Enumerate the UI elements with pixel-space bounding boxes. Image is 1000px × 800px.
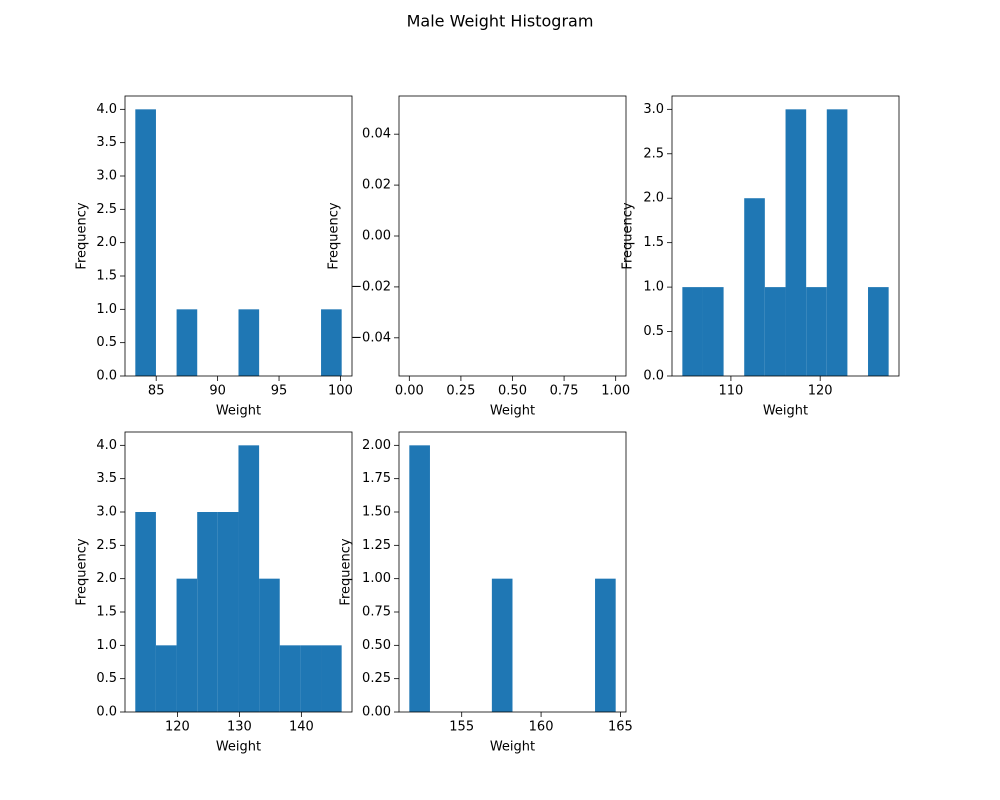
histogram-bar: [321, 309, 342, 376]
y-tick-label: 0.04: [362, 127, 391, 142]
histogram-bar: [826, 109, 848, 376]
histogram-bar: [744, 198, 765, 376]
y-tick-label: 1.25: [362, 538, 391, 553]
y-tick-label: −0.04: [351, 330, 391, 345]
y-tick-label: 1.75: [362, 471, 391, 486]
y-tick-label: 3.5: [96, 135, 117, 150]
histogram-bar: [135, 109, 156, 376]
y-tick-label: 3.0: [96, 169, 117, 184]
y-tick-label: 0.00: [362, 705, 391, 720]
x-tick-label: 165: [608, 720, 633, 735]
y-tick-label: −0.02: [351, 279, 391, 294]
histogram-bar: [764, 287, 786, 376]
y-tick-label: 0.0: [96, 369, 117, 384]
histogram-bar: [300, 645, 322, 712]
y-tick-label: 0.5: [96, 671, 117, 686]
y-tick-label: 2.5: [96, 202, 117, 217]
x-axis-label: Weight: [490, 740, 535, 755]
x-tick-label: 130: [227, 720, 252, 735]
y-tick-label: 3.0: [643, 102, 664, 117]
y-tick-label: 0.0: [643, 369, 664, 384]
y-tick-label: 1.00: [362, 571, 391, 586]
histogram-bar: [197, 512, 218, 712]
y-tick-label: 1.5: [96, 269, 117, 284]
histogram-bar: [135, 512, 156, 712]
histogram-bar: [806, 287, 827, 376]
x-tick-label: 140: [289, 720, 314, 735]
y-tick-label: 0.0: [96, 705, 117, 720]
x-axis-label: Weight: [490, 404, 535, 419]
y-tick-label: 3.5: [96, 471, 117, 486]
histogram-bar: [321, 645, 342, 712]
y-tick-label: 1.0: [96, 638, 117, 653]
x-tick-label: 90: [209, 384, 226, 399]
x-tick-label: 95: [271, 384, 288, 399]
y-tick-label: 4.0: [96, 102, 117, 117]
histogram-bar: [238, 309, 260, 376]
histogram-bar: [702, 287, 724, 376]
y-tick-label: 0.50: [362, 638, 391, 653]
y-tick-label: 2.0: [96, 571, 117, 586]
y-tick-label: 4.0: [96, 438, 117, 453]
histogram-bar: [868, 287, 889, 376]
histogram-bar: [259, 578, 280, 712]
x-tick-label: 155: [449, 720, 474, 735]
y-tick-label: 1.5: [96, 605, 117, 620]
axes-frame: [124, 95, 353, 377]
x-axis-label: Weight: [763, 404, 808, 419]
y-tick-label: 1.0: [96, 302, 117, 317]
x-tick-label: 0.50: [498, 384, 527, 399]
axes-frame: [124, 431, 353, 713]
x-tick-label: 85: [148, 384, 165, 399]
x-tick-label: 110: [719, 384, 744, 399]
axes-frame: [398, 431, 627, 713]
histogram-bar: [238, 445, 260, 712]
y-tick-label: 0.75: [362, 605, 391, 620]
histogram-bar: [595, 578, 616, 712]
y-tick-label: 0.00: [362, 229, 391, 244]
y-tick-label: 2.5: [643, 146, 664, 161]
y-tick-label: 2.5: [96, 538, 117, 553]
histogram-bar: [785, 109, 807, 376]
y-tick-label: 1.0: [643, 280, 664, 295]
y-axis-label: Frequency: [621, 202, 636, 269]
x-tick-label: 100: [328, 384, 353, 399]
y-tick-label: 1.50: [362, 505, 391, 520]
y-tick-label: 0.25: [362, 671, 391, 686]
y-tick-label: 2.0: [96, 235, 117, 250]
histogram-bar: [217, 512, 239, 712]
y-axis-label: Frequency: [75, 202, 90, 269]
y-axis-label: Frequency: [339, 538, 354, 605]
histogram-bar: [682, 287, 703, 376]
y-tick-label: 2.00: [362, 438, 391, 453]
x-tick-label: 120: [165, 720, 190, 735]
y-axis-label: Frequency: [75, 538, 90, 605]
histogram-bar: [176, 578, 198, 712]
x-tick-label: 1.00: [601, 384, 630, 399]
x-axis-label: Weight: [216, 740, 261, 755]
y-tick-label: 1.5: [643, 235, 664, 250]
histogram-bar: [176, 309, 198, 376]
y-axis-label: Frequency: [327, 202, 342, 269]
y-tick-label: 3.0: [96, 505, 117, 520]
histogram-bar: [279, 645, 301, 712]
x-axis-label: Weight: [216, 404, 261, 419]
x-tick-label: 160: [529, 720, 554, 735]
x-tick-label: 120: [808, 384, 833, 399]
x-tick-label: 0.25: [446, 384, 475, 399]
x-tick-label: 0.00: [395, 384, 424, 399]
y-tick-label: 0.5: [643, 324, 664, 339]
y-tick-label: 0.02: [362, 178, 391, 193]
histogram-bar: [155, 645, 177, 712]
x-tick-label: 0.75: [550, 384, 579, 399]
y-tick-label: 2.0: [643, 191, 664, 206]
figure-title: Male Weight Histogram: [407, 12, 594, 31]
histogram-bar: [491, 578, 513, 712]
y-tick-label: 0.5: [96, 335, 117, 350]
axes-frame: [671, 95, 900, 377]
histogram-bar: [409, 445, 430, 712]
